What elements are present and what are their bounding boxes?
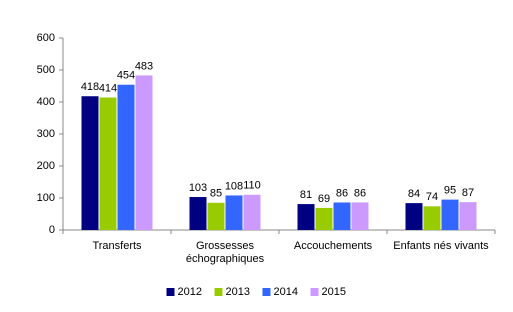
bar (459, 202, 477, 230)
y-tick-label: 300 (37, 128, 55, 140)
bar (99, 97, 117, 231)
value-label: 108 (225, 180, 243, 192)
bar (423, 206, 441, 230)
value-label: 84 (408, 188, 420, 200)
x-tick-label: Enfants nés vivants (393, 240, 489, 252)
value-label: 86 (336, 187, 348, 199)
bar (135, 75, 153, 230)
bar (225, 195, 243, 230)
y-tick-label: 500 (37, 64, 55, 76)
value-label: 414 (99, 82, 117, 94)
value-label: 110 (243, 180, 261, 192)
bar (189, 197, 207, 230)
bar (207, 202, 225, 230)
value-label: 483 (135, 60, 153, 72)
bar (243, 194, 261, 230)
value-label: 103 (189, 182, 207, 194)
legend-swatch (166, 288, 175, 296)
value-label: 74 (426, 191, 438, 203)
bar (351, 202, 369, 230)
value-label: 81 (300, 189, 312, 201)
legend-label: 2013 (226, 286, 250, 298)
value-label: 454 (117, 70, 135, 82)
value-label: 418 (81, 81, 99, 93)
bar (297, 204, 315, 230)
y-tick-label: 400 (37, 96, 55, 108)
x-tick-label: Accouchements (293, 240, 373, 252)
bar (405, 203, 423, 230)
value-label: 95 (444, 185, 456, 197)
bar (81, 96, 99, 231)
legend-label: 2014 (274, 286, 298, 298)
bar (315, 207, 333, 230)
y-tick-label: 0 (49, 224, 55, 236)
legend-swatch (310, 288, 319, 296)
x-tick-label: Grossesses échographiques (185, 240, 265, 265)
bar (117, 84, 135, 230)
value-label: 69 (318, 193, 330, 205)
y-tick-label: 600 (37, 32, 55, 44)
legend-swatch (262, 288, 271, 296)
y-tick-label: 200 (37, 160, 55, 172)
y-tick-label: 100 (37, 192, 55, 204)
legend-label: 2015 (322, 286, 346, 298)
bar (333, 202, 351, 230)
legend-swatch (214, 288, 223, 296)
legend-label: 2012 (178, 286, 202, 298)
value-label: 86 (354, 187, 366, 199)
bar (441, 199, 459, 230)
value-label: 85 (210, 188, 222, 200)
value-label: 87 (462, 187, 474, 199)
x-tick-label: Transferts (92, 240, 142, 252)
